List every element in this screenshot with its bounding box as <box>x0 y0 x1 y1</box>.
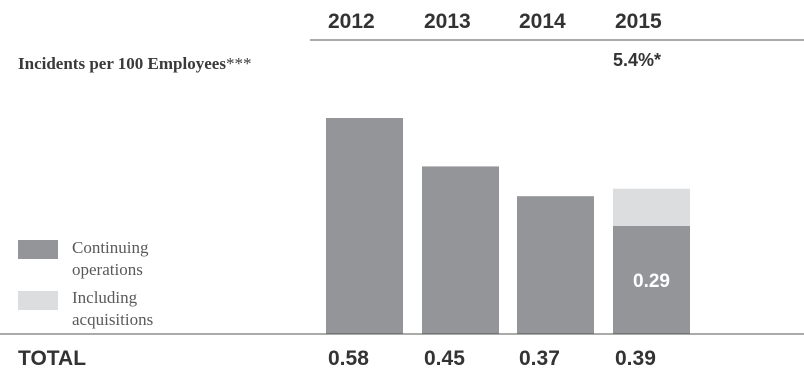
metric-title: Incidents per 100 Employees*** <box>18 54 251 73</box>
change-label: 5.4%* <box>613 50 661 70</box>
total-value-2013: 0.45 <box>424 347 465 370</box>
total-values: 0.58 0.45 0.37 0.39 <box>328 347 656 370</box>
year-headers: 2012 2013 2014 2015 <box>328 10 662 33</box>
total-value-2012: 0.58 <box>328 347 369 370</box>
year-header-2013: 2013 <box>424 10 471 33</box>
legend-label-acquisitions: Including <box>72 288 138 307</box>
bar-2013-continuing <box>422 166 499 334</box>
year-header-2014: 2014 <box>519 10 566 33</box>
bar-2012-continuing <box>326 118 403 334</box>
legend-label-continuing-2: operations <box>72 260 143 279</box>
bar-2014-continuing <box>517 196 594 334</box>
legend-swatch-continuing <box>18 240 58 259</box>
legend-label-acquisitions-2: acquisitions <box>72 310 153 329</box>
bar-2015-continuing <box>613 226 690 334</box>
bar-2015-acquisitions <box>613 188 690 226</box>
bars: 0.29 <box>326 118 690 334</box>
legend-label-continuing: Continuing <box>72 238 149 257</box>
year-header-2012: 2012 <box>328 10 375 33</box>
year-header-2015: 2015 <box>615 10 662 33</box>
totals-label: TOTAL <box>18 347 86 370</box>
total-value-2014: 0.37 <box>519 347 560 370</box>
bar-data-label-2015: 0.29 <box>633 271 670 292</box>
total-value-2015: 0.39 <box>615 347 656 370</box>
legend-swatch-acquisitions <box>18 291 58 310</box>
